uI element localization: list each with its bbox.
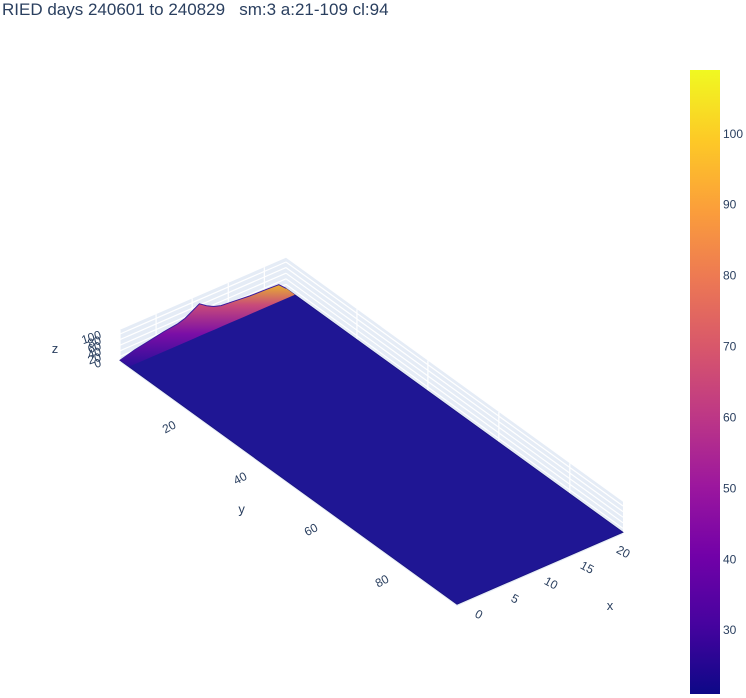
gridline-z <box>285 283 624 529</box>
colorbar-tick-label: 60 <box>723 410 737 424</box>
y-tick-label: 80 <box>373 572 392 591</box>
x-axis-title: x <box>607 598 614 613</box>
colorbar-ticks: 30 40 50 60 70 80 90 100 <box>723 127 743 637</box>
surface-ridge-edge <box>119 284 287 361</box>
colorbar-tick-label: 100 <box>723 127 743 141</box>
z-tick-label: 80 <box>86 333 103 351</box>
colorbar-tick-label: 90 <box>723 198 737 212</box>
x-tick-label: 15 <box>578 558 597 577</box>
surface-mesh <box>119 284 624 605</box>
x-tick-label: 20 <box>614 543 633 562</box>
gridline-z <box>285 278 624 524</box>
z-tick-label: 40 <box>86 344 103 362</box>
x-tick-label: 0 <box>473 607 486 623</box>
y-axis-title: y <box>238 502 245 517</box>
gridline-z <box>119 267 287 341</box>
gridline-z <box>285 261 624 507</box>
z-tick-label: 100 <box>80 327 104 347</box>
z-tick-label: 60 <box>86 339 103 357</box>
y-tick-label: 60 <box>302 520 321 539</box>
chart-title: RIED days 240601 to 240829 sm:3 a:21-109… <box>2 0 389 19</box>
axis-titles: z y x <box>52 341 614 613</box>
z-tick-label: 20 <box>86 350 103 368</box>
colorbar-tick-label: 30 <box>723 623 737 637</box>
colorbar-tick-label: 50 <box>723 481 737 495</box>
gridline-z <box>119 261 287 335</box>
colorbar-tick-label: 70 <box>723 340 737 354</box>
colorbar-tick-label: 80 <box>723 269 737 283</box>
gridline-z <box>285 267 624 513</box>
y-tick-label: 40 <box>231 469 250 488</box>
z-tick-label: 0 <box>92 355 103 370</box>
gridline-z <box>285 272 624 518</box>
x-tick-label: 10 <box>542 574 561 593</box>
z-axis-title: z <box>52 341 59 356</box>
colorbar-tick-label: 40 <box>723 552 737 566</box>
y-tick-label: 20 <box>160 418 179 437</box>
colorbar <box>690 70 720 694</box>
surface-peak-ridge <box>120 284 295 367</box>
x-tick-label: 5 <box>509 591 522 607</box>
